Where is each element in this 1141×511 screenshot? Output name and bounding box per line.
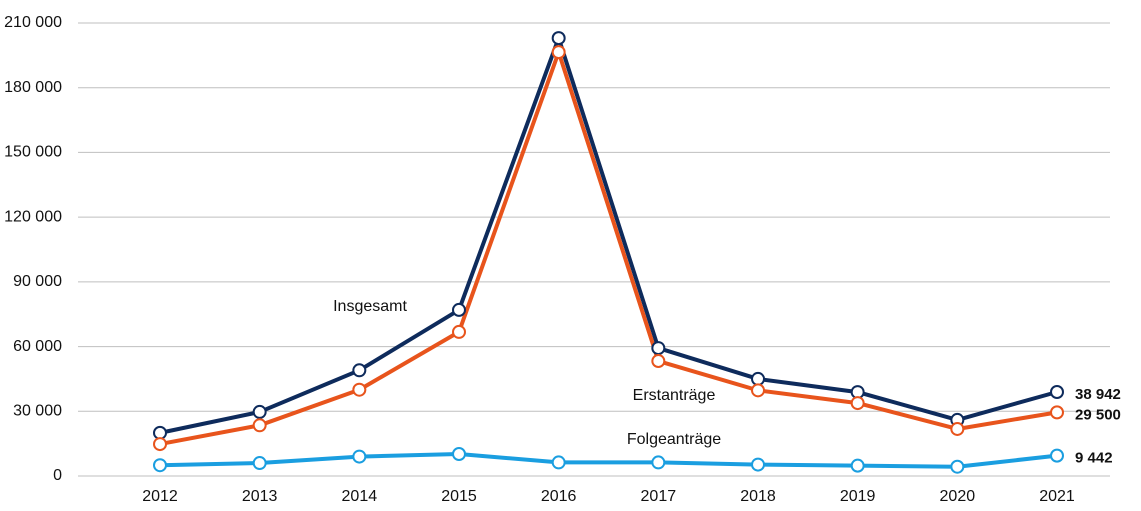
point-marker xyxy=(950,421,965,436)
point-marker xyxy=(751,457,765,472)
point-marker xyxy=(1050,405,1064,420)
point-marker xyxy=(452,324,466,339)
value-label: 29 500 xyxy=(1075,406,1121,423)
x-tick-label: 2017 xyxy=(641,488,677,505)
point-marker xyxy=(551,31,566,46)
y-tick-label: 30 000 xyxy=(13,403,62,420)
point-marker xyxy=(551,455,566,470)
value-label: 9 442 xyxy=(1075,450,1113,467)
value-label: 38 942 xyxy=(1075,386,1121,403)
point-marker xyxy=(352,382,367,397)
x-tick-label: 2019 xyxy=(840,488,876,505)
series-label: Folgeanträge xyxy=(627,431,721,448)
point-marker xyxy=(452,446,466,461)
x-tick-label: 2015 xyxy=(441,488,477,505)
point-marker xyxy=(651,354,666,369)
series-label: Insgesamt xyxy=(333,298,407,315)
point-marker xyxy=(751,383,765,398)
point-marker xyxy=(153,425,167,440)
point-marker xyxy=(651,455,666,470)
y-tick-label: 180 000 xyxy=(4,79,62,96)
series-line xyxy=(159,50,1058,447)
point-marker xyxy=(153,437,167,452)
x-tick-label: 2018 xyxy=(740,488,776,505)
x-tick-label: 2013 xyxy=(242,488,278,505)
y-tick-label: 150 000 xyxy=(4,144,62,161)
point-marker xyxy=(252,404,267,419)
point-marker xyxy=(252,418,267,433)
series-line xyxy=(159,36,1058,435)
point-marker xyxy=(1050,448,1064,463)
x-tick-label: 2014 xyxy=(342,488,378,505)
series-label: Erstanträge xyxy=(633,387,716,404)
y-tick-label: 120 000 xyxy=(4,208,62,225)
y-tick-label: 90 000 xyxy=(13,273,62,290)
point-marker xyxy=(1050,384,1064,399)
y-tick-label: 0 xyxy=(53,467,62,484)
point-marker xyxy=(252,456,267,471)
point-marker xyxy=(452,302,466,317)
x-tick-label: 2021 xyxy=(1039,488,1075,505)
point-marker xyxy=(153,458,167,473)
x-tick-label: 2012 xyxy=(142,488,178,505)
point-marker xyxy=(352,363,367,378)
y-tick-label: 60 000 xyxy=(13,338,62,355)
x-tick-label: 2020 xyxy=(940,488,976,505)
point-marker xyxy=(850,396,865,411)
point-marker xyxy=(751,371,765,386)
point-marker xyxy=(551,45,566,60)
x-tick-label: 2016 xyxy=(541,488,577,505)
point-marker xyxy=(352,449,367,464)
series-line xyxy=(159,451,1058,469)
y-tick-label: 210 000 xyxy=(4,14,62,31)
point-marker xyxy=(850,458,865,473)
point-marker xyxy=(950,459,965,474)
point-marker xyxy=(651,341,666,356)
